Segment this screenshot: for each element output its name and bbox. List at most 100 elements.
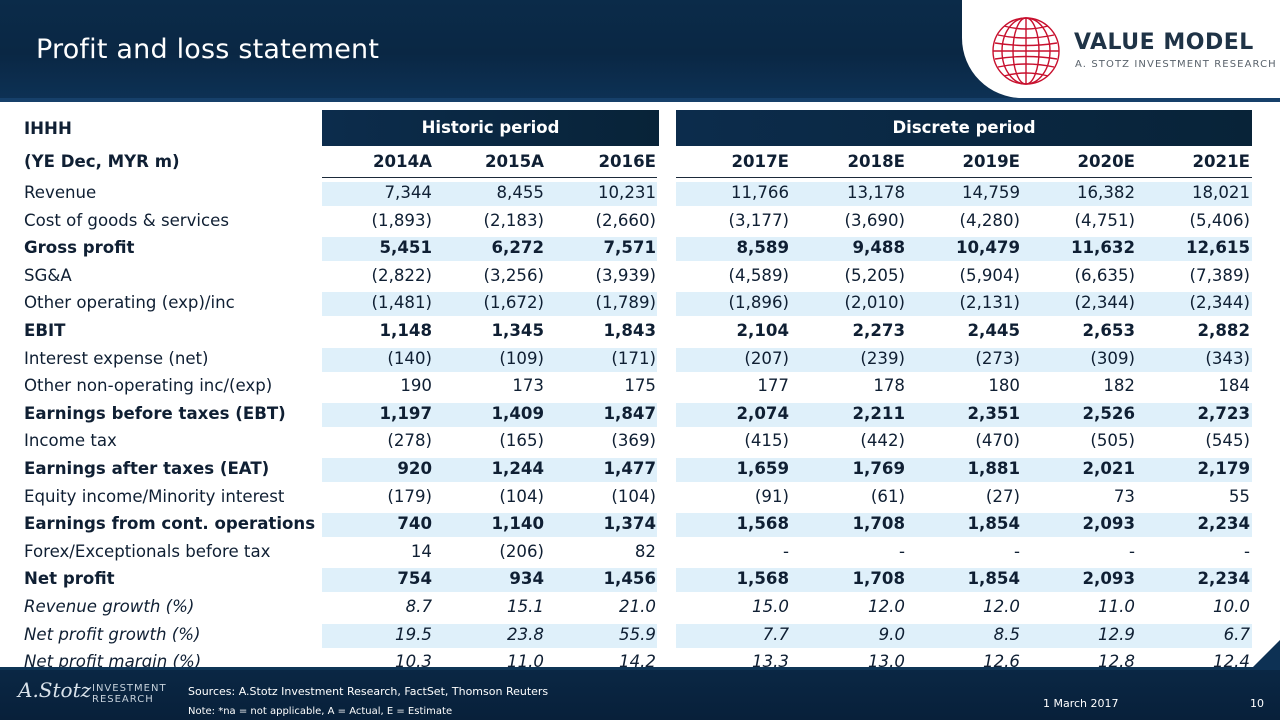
year-header-4: 2018E xyxy=(847,152,905,171)
row-value: 178 xyxy=(873,376,905,396)
row-shade-historic xyxy=(322,347,657,372)
row-value: 12.6 xyxy=(983,652,1020,672)
row-value: 13.3 xyxy=(752,652,789,672)
row-value: (5,205) xyxy=(844,265,905,285)
row-shade-historic xyxy=(322,182,657,206)
row-shade-historic xyxy=(322,457,657,482)
row-label: Cost of goods & services xyxy=(24,210,230,230)
row-value: 1,854 xyxy=(967,569,1021,589)
row-value: 11.0 xyxy=(507,652,544,672)
row-shade-discrete xyxy=(676,292,1252,317)
row-value: 7.7 xyxy=(762,624,789,644)
row-value: 23.8 xyxy=(507,624,544,644)
brand-subtitle: A. STOTZ INVESTMENT RESEARCH xyxy=(1075,59,1277,70)
row-value: 2,234 xyxy=(1197,569,1251,589)
row-shade-historic xyxy=(322,568,657,593)
table-row: EBIT 1,148 1,345 1,843 2,104 2,273 2,445 2,653 2… xyxy=(24,318,1254,346)
year-header-2: 2016E xyxy=(598,152,656,171)
row-value: 173 xyxy=(512,376,544,396)
row-value: 8.5 xyxy=(993,624,1020,644)
row-value: (4,280) xyxy=(959,210,1020,230)
row-value: (4,751) xyxy=(1074,210,1135,230)
row-value: (6,635) xyxy=(1074,265,1135,285)
page-title: Profit and loss statement xyxy=(36,34,380,65)
row-shade-discrete xyxy=(676,182,1252,206)
investment-research-label: INVESTMENT RESEARCH xyxy=(92,683,167,705)
row-value: (91) xyxy=(754,486,789,506)
row-shade-historic xyxy=(322,237,657,262)
row-shade-historic xyxy=(322,623,657,648)
row-value: 9,488 xyxy=(852,238,906,258)
row-value: 13.0 xyxy=(868,652,905,672)
row-value: (2,183) xyxy=(483,210,544,230)
table-row: Earnings after taxes (EAT) 920 1,244 1,477 1… xyxy=(24,456,1254,484)
row-value: 15.0 xyxy=(752,596,789,616)
row-value: (3,690) xyxy=(844,210,905,230)
row-value: 12.4 xyxy=(1213,652,1250,672)
ticker-label: IHHH xyxy=(24,119,72,138)
row-value: 6,272 xyxy=(491,238,545,258)
table-row: Revenue growth (%) 8.7 15.1 21.0 15.0 12.0 12.… xyxy=(24,594,1254,622)
row-value: (343) xyxy=(1205,348,1250,368)
row-value: (104) xyxy=(499,486,544,506)
table-row: Forex/Exceptionals before tax 14 (206) 82 - -… xyxy=(24,539,1254,567)
row-value: (1,893) xyxy=(371,210,432,230)
row-value: (369) xyxy=(611,431,656,451)
table-row: Revenue 7,344 8,455 10,231 11,766 13,178 14,75… xyxy=(24,180,1254,208)
year-header-3: 2017E xyxy=(731,152,789,171)
historic-underline xyxy=(322,177,657,178)
row-label: Income tax xyxy=(24,431,117,451)
row-value: 1,568 xyxy=(736,514,790,534)
row-value: (2,660) xyxy=(595,210,656,230)
row-value: (1,672) xyxy=(483,293,544,313)
row-value: 82 xyxy=(634,541,656,561)
row-value: 934 xyxy=(509,569,544,589)
row-value: 175 xyxy=(624,376,656,396)
discrete-underline xyxy=(676,177,1252,178)
row-value: 10,479 xyxy=(955,238,1020,258)
row-value: (109) xyxy=(499,348,544,368)
signature-logo: A.Stotz xyxy=(18,678,92,702)
row-value: (5,406) xyxy=(1189,210,1250,230)
row-value: 1,477 xyxy=(603,458,657,478)
table-row: SG&A (2,822) (3,256) (3,939) (4,589) (5,205) (… xyxy=(24,263,1254,291)
row-label: Net profit growth (%) xyxy=(24,624,201,644)
row-value: (171) xyxy=(611,348,656,368)
historic-period-header: Historic period xyxy=(322,110,659,146)
row-value: 2,273 xyxy=(852,320,906,340)
row-value: 1,854 xyxy=(967,514,1021,534)
year-header-1: 2015A xyxy=(484,152,544,171)
row-value: 10.0 xyxy=(1213,596,1250,616)
row-label: Equity income/Minority interest xyxy=(24,486,285,506)
table-row: Net profit margin (%) 10.3 11.0 14.2 13.3 13.… xyxy=(24,649,1254,677)
row-value: (309) xyxy=(1090,348,1135,368)
row-shade-historic xyxy=(322,402,657,427)
row-value: 1,881 xyxy=(967,458,1021,478)
row-value: (61) xyxy=(870,486,905,506)
row-shade-discrete xyxy=(676,457,1252,482)
note-text: Note: *na = not applicable, A = Actual, … xyxy=(188,706,453,717)
table-row: Earnings before taxes (EBT) 1,197 1,409 1,8… xyxy=(24,401,1254,429)
row-value: 2,093 xyxy=(1082,569,1136,589)
footer-divider xyxy=(0,667,1280,670)
row-value: 2,882 xyxy=(1197,320,1251,340)
row-value: (1,896) xyxy=(728,293,789,313)
row-label: EBIT xyxy=(24,320,66,340)
row-label: Gross profit xyxy=(24,238,135,258)
row-value: (27) xyxy=(985,486,1020,506)
row-value: 920 xyxy=(397,458,432,478)
row-value: (3,177) xyxy=(728,210,789,230)
row-value: 12.8 xyxy=(1098,652,1135,672)
page-number: 10 xyxy=(1250,697,1264,710)
row-value: (3,939) xyxy=(595,265,656,285)
year-header-0: 2014A xyxy=(372,152,432,171)
row-value: (545) xyxy=(1205,431,1250,451)
row-label: Other non-operating inc/(exp) xyxy=(24,376,273,396)
row-value: 2,526 xyxy=(1082,403,1136,423)
year-header-5: 2019E xyxy=(962,152,1020,171)
row-value: (1,481) xyxy=(371,293,432,313)
row-value: 2,723 xyxy=(1197,403,1251,423)
row-value: (442) xyxy=(860,431,905,451)
row-shade-discrete xyxy=(676,623,1252,648)
row-value: 1,148 xyxy=(379,320,433,340)
